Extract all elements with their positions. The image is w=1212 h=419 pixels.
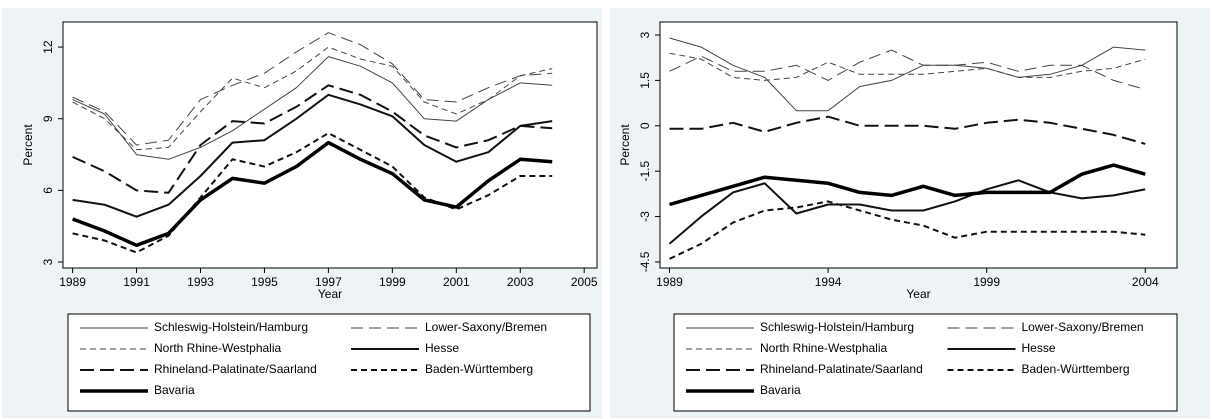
series-line xyxy=(669,163,1146,207)
series-line xyxy=(669,52,1146,81)
series-line xyxy=(669,115,1146,145)
x-tick-label: 2003 xyxy=(507,275,534,289)
series-line xyxy=(71,140,553,248)
x-tick-label: 1993 xyxy=(187,275,214,289)
legend-label: Hesse xyxy=(425,341,459,355)
legend-label: North Rhine-Westphalia xyxy=(154,341,281,355)
legend-label: North Rhine-Westphalia xyxy=(760,341,887,355)
x-tick-label: 1991 xyxy=(123,275,150,289)
x-tick-label: 1995 xyxy=(251,275,278,289)
y-tick-label: 0 xyxy=(638,122,652,129)
legend-label: Bavaria xyxy=(760,383,801,397)
series-line xyxy=(669,49,1146,90)
x-tick-label: 2001 xyxy=(443,275,470,289)
series-line xyxy=(72,84,553,194)
series-line xyxy=(72,32,553,146)
series-line xyxy=(72,56,553,160)
x-tick-label: 1997 xyxy=(315,275,342,289)
series-line xyxy=(72,93,553,218)
y-tick-label: 3 xyxy=(41,258,55,265)
x-tick-label: 2005 xyxy=(571,275,598,289)
legend-label: Schleswig-Holstein/Hamburg xyxy=(760,320,914,334)
legend-label: Bavaria xyxy=(154,383,195,397)
legend-box xyxy=(673,313,1178,412)
legend: Schleswig-Holstein/Hamburg Lower-Saxony/B… xyxy=(67,313,591,412)
x-axis-label: Year xyxy=(906,287,930,301)
x-tick-label: 1989 xyxy=(59,275,86,289)
series-line xyxy=(72,132,553,254)
legend-label: Lower-Saxony/Bremen xyxy=(425,320,547,334)
x-axis-label: Year xyxy=(318,287,342,301)
legend-label: Baden-Württemberg xyxy=(425,362,533,376)
series-line xyxy=(72,46,553,151)
y-tick-label: -4.5 xyxy=(638,251,652,272)
y-axis-label: Percent xyxy=(21,124,35,166)
legend-label: Baden-Württemberg xyxy=(1022,362,1130,376)
y-tick-label: 6 xyxy=(41,187,55,194)
x-tick-label: 1999 xyxy=(379,275,406,289)
y-axis-label: Percent xyxy=(618,124,632,166)
series-line xyxy=(669,200,1146,260)
x-tick-label: 1989 xyxy=(656,275,683,289)
legend-label: Rhineland-Palatinate/Saarland xyxy=(154,362,317,376)
y-tick-label: -1.5 xyxy=(638,161,652,182)
y-tick-label: 3 xyxy=(638,31,652,38)
x-tick-label: 1999 xyxy=(973,275,1000,289)
y-tick-label: 1.5 xyxy=(638,72,652,89)
legend-box xyxy=(67,313,591,412)
plot-area xyxy=(659,21,1178,269)
y-tick-label: 12 xyxy=(41,40,55,54)
series-line xyxy=(668,179,1146,245)
series-line xyxy=(669,37,1146,112)
x-tick-label: 2004 xyxy=(1132,275,1159,289)
x-tick-label: 1994 xyxy=(815,275,842,289)
legend-label: Lower-Saxony/Bremen xyxy=(1022,320,1144,334)
y-tick-label: -3 xyxy=(638,211,652,222)
legend-label: Schleswig-Holstein/Hamburg xyxy=(154,320,308,334)
y-tick-label: 9 xyxy=(41,115,55,122)
legend-label: Rhineland-Palatinate/Saarland xyxy=(760,362,923,376)
legend-label: Hesse xyxy=(1022,341,1056,355)
legend: Schleswig-Holstein/Hamburg Lower-Saxony/B… xyxy=(673,313,1178,412)
